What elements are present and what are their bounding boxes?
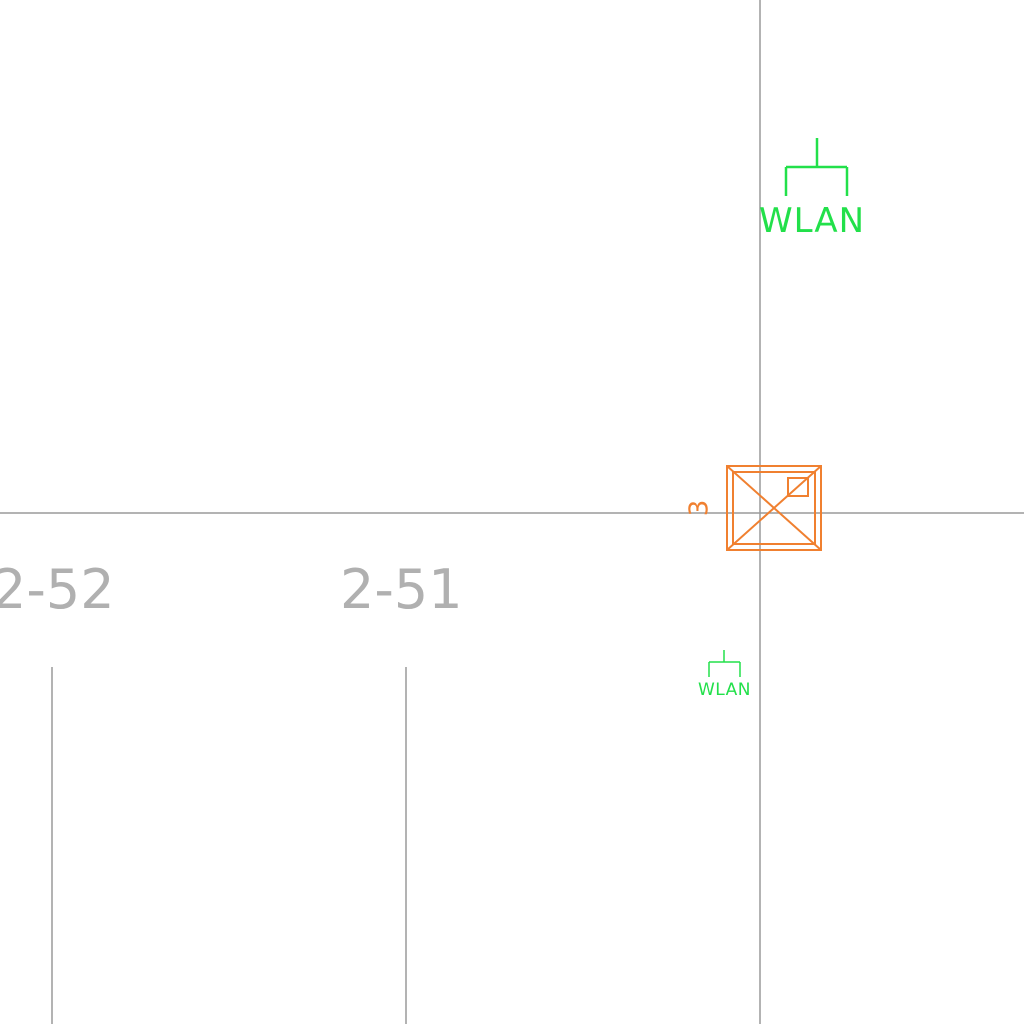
wlan-outlet-label: WLAN (698, 680, 751, 700)
fixture-number-label: 3 (685, 500, 715, 517)
wlan-outlet-icon (708, 650, 741, 677)
wlan-outlet-label: WLAN (759, 201, 865, 241)
room-label: 2-51 (340, 558, 463, 621)
wlan-outlet-icon (784, 138, 849, 196)
fixture-box-icon (726, 465, 822, 551)
room-label: 2-52 (0, 558, 115, 621)
